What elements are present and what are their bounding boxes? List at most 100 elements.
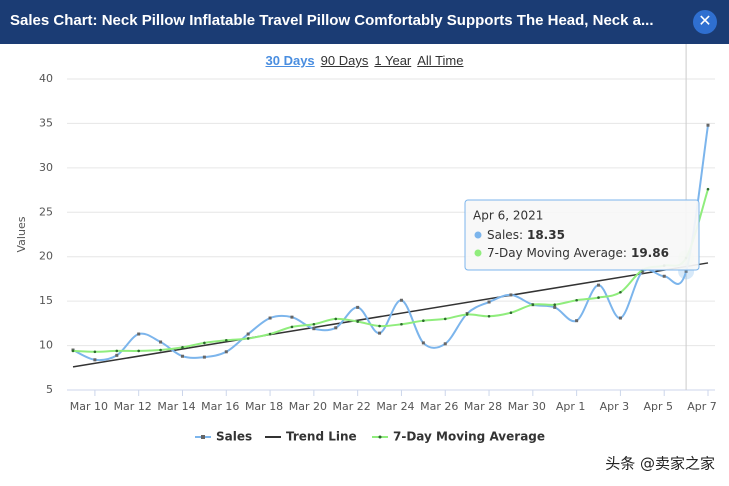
sales-point xyxy=(378,331,382,335)
ma-point xyxy=(268,332,272,336)
tooltip-label: Sales: xyxy=(487,228,523,242)
sales-point xyxy=(553,305,557,309)
watermark: 头条 @卖家之家 xyxy=(605,455,715,473)
ma-point xyxy=(465,313,469,316)
ma-point xyxy=(246,337,250,340)
sales-point xyxy=(334,326,338,330)
tooltip-box xyxy=(464,199,700,271)
tooltip-value: 18.35 xyxy=(527,228,565,242)
x-tick-label: Apr 7 xyxy=(687,400,717,413)
sales-point xyxy=(159,340,163,344)
sales-point xyxy=(509,293,513,297)
sales-point xyxy=(246,332,250,336)
sales-point xyxy=(224,350,228,354)
tooltip-dot xyxy=(474,249,482,257)
ma-point xyxy=(619,290,622,294)
ma-point xyxy=(334,317,338,321)
chart: 5 10 15 20 25 30 35 40 Mar 10 Mar 12 Mar 14 Mar 16 M… xyxy=(15,44,717,473)
range-button[interactable]: 30 Days xyxy=(265,53,315,68)
x-tick-label: Mar 30 xyxy=(508,400,546,413)
sales-point xyxy=(180,354,184,358)
x-tick-label: Mar 26 xyxy=(420,400,458,413)
legend-label: 7-Day Moving Average xyxy=(393,430,545,444)
tooltip-date: Apr 6, 2021 xyxy=(473,209,543,223)
sales-point xyxy=(487,300,491,304)
ma-point xyxy=(597,296,600,299)
sales-point xyxy=(399,298,403,302)
x-tick-label: Apr 3 xyxy=(600,400,630,413)
x-tick-label: Mar 22 xyxy=(333,400,371,413)
y-tick-label: 20 xyxy=(39,250,53,263)
sales-point xyxy=(115,353,119,357)
range-button[interactable]: 90 Days xyxy=(320,53,369,68)
sales-point xyxy=(312,327,316,331)
x-tick-label: Apr 1 xyxy=(556,400,586,413)
y-tick-label: 5 xyxy=(46,383,53,396)
close-button[interactable]: ✕ xyxy=(693,10,717,34)
sales-point xyxy=(421,341,425,345)
title: Sales Chart: Neck Pillow Inflatable Trav… xyxy=(10,12,654,29)
tooltip: Apr 6, 2021 Sales: 18.35 7-Day Moving Avera… xyxy=(464,199,700,271)
range-button[interactable]: All Time xyxy=(417,53,464,68)
sales-point xyxy=(597,283,601,287)
y-tick-label: 35 xyxy=(39,116,53,129)
tooltip-item: 7-Day Moving Average: 19.86 xyxy=(487,246,669,260)
x-tick-label: Mar 28 xyxy=(464,400,502,413)
legend-marker xyxy=(201,435,205,439)
ma-point xyxy=(706,187,710,191)
sales-point xyxy=(93,358,97,362)
tooltip-item: Sales: 18.35 xyxy=(487,228,565,242)
sales-point xyxy=(618,316,622,320)
sales-point xyxy=(443,342,447,346)
ma-point xyxy=(137,349,140,353)
ma-point xyxy=(290,325,294,329)
sales-point xyxy=(575,319,579,323)
x-tick-label: Mar 16 xyxy=(201,400,239,413)
y-tick-label: 10 xyxy=(39,339,53,352)
ma-point xyxy=(115,349,119,353)
tooltip-dot xyxy=(474,231,482,239)
ma-point xyxy=(71,349,75,353)
sales-point xyxy=(662,274,666,278)
ma-point xyxy=(400,322,403,326)
ma-point xyxy=(203,341,206,345)
ma-point xyxy=(443,317,447,321)
ma-point xyxy=(378,324,381,328)
ma-point xyxy=(312,322,316,326)
ma-point xyxy=(93,350,97,354)
sales-point xyxy=(202,355,206,359)
x-tick-label: Mar 18 xyxy=(245,400,283,413)
x-tick-label: Mar 24 xyxy=(376,400,414,413)
ma-point xyxy=(422,319,425,322)
ma-point xyxy=(487,314,491,318)
x-tick-label: Apr 5 xyxy=(643,400,673,413)
ma-point xyxy=(181,346,184,349)
ma-point xyxy=(531,303,535,306)
range-button[interactable]: 1 Year xyxy=(374,53,412,68)
sales-point xyxy=(640,270,644,274)
sales-point xyxy=(290,315,294,319)
tooltip-label: 7-Day Moving Average: xyxy=(487,246,627,260)
ma-point xyxy=(356,320,359,323)
ma-point xyxy=(224,338,228,342)
y-tick-label: 40 xyxy=(39,72,53,85)
sales-point xyxy=(356,305,360,309)
y-tick-label: 25 xyxy=(39,205,53,218)
sales-point xyxy=(268,316,272,320)
y-axis-label: Values xyxy=(15,216,28,252)
series-line xyxy=(72,188,709,353)
x-tick-label: Mar 10 xyxy=(70,400,108,413)
sales-point xyxy=(706,123,710,127)
x-tick-label: Mar 14 xyxy=(157,400,195,413)
legend-marker xyxy=(378,435,382,439)
sales-point xyxy=(137,332,141,336)
ma-point xyxy=(553,303,557,306)
legend-label: Sales xyxy=(216,430,252,444)
legend-label: Trend Line xyxy=(286,430,357,444)
header: Sales Chart: Neck Pillow Inflatable Trav… xyxy=(0,0,729,44)
ma-point xyxy=(575,298,578,302)
y-tick-label: 30 xyxy=(39,161,53,174)
x-tick-label: Mar 20 xyxy=(289,400,327,413)
ma-point xyxy=(509,311,513,314)
